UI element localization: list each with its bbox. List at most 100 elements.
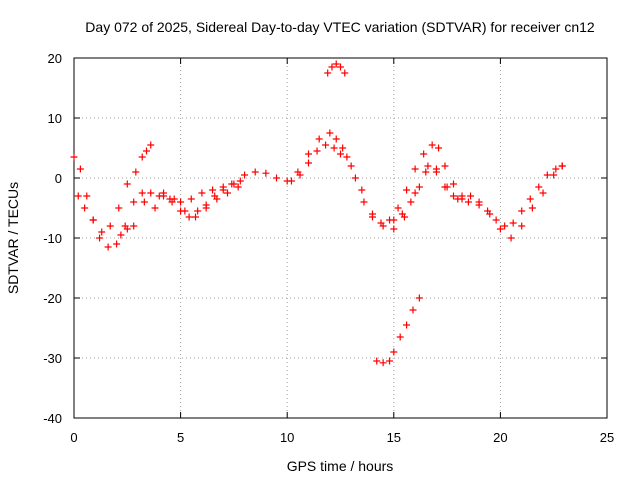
data-point	[528, 204, 536, 212]
data-point	[407, 198, 415, 206]
data-point	[496, 225, 504, 233]
data-point	[194, 207, 202, 215]
data-point	[305, 159, 313, 167]
data-point	[132, 168, 140, 176]
data-point	[262, 169, 270, 177]
y-tick-label: -10	[43, 231, 62, 246]
data-point	[104, 243, 112, 251]
data-point	[526, 195, 534, 203]
data-point	[74, 192, 82, 200]
data-point	[138, 153, 146, 161]
data-point	[558, 162, 566, 170]
data-point	[415, 183, 423, 191]
data-point	[241, 171, 249, 179]
series-track-3	[160, 177, 244, 221]
data-point	[428, 141, 436, 149]
series-track-1	[70, 129, 566, 251]
data-point	[492, 216, 500, 224]
data-point	[168, 198, 176, 206]
data-point	[411, 165, 419, 173]
data-point	[337, 63, 344, 71]
data-point	[83, 192, 91, 200]
data-point	[518, 207, 526, 215]
data-point	[409, 306, 417, 314]
x-axis-title: GPS time / hours	[287, 458, 394, 474]
series-track-7	[373, 294, 423, 367]
y-tick-label: -30	[43, 351, 62, 366]
data-point	[441, 162, 449, 170]
data-point	[147, 141, 155, 149]
data-point	[322, 141, 330, 149]
y-axis-title: SDTVAR / TECUs	[5, 182, 21, 294]
data-point	[518, 222, 526, 230]
data-point	[236, 177, 244, 185]
data-point	[192, 213, 200, 221]
axis-ticks: 0 5 10 15 20 25 -40 -30 -20 -10 0 10 20	[43, 51, 614, 445]
data-point	[185, 213, 193, 221]
data-point	[543, 171, 551, 179]
data-point	[341, 69, 349, 77]
data-point	[449, 192, 457, 200]
data-point	[396, 333, 404, 341]
data-point	[70, 153, 78, 161]
data-point	[187, 195, 195, 203]
x-tick-label: 20	[493, 430, 507, 445]
data-point	[287, 177, 295, 185]
series-track-5	[390, 162, 566, 230]
data-point	[96, 234, 104, 242]
data-point	[337, 150, 344, 158]
data-point	[313, 147, 321, 155]
data-point	[211, 192, 219, 200]
data-point	[435, 144, 443, 152]
data-point	[411, 189, 419, 197]
data-point	[315, 135, 323, 143]
series-track-6	[324, 60, 349, 77]
data-point	[373, 357, 381, 365]
data-point	[113, 240, 121, 248]
y-tick-label: 0	[55, 171, 62, 186]
data-point	[89, 216, 97, 224]
data-point	[209, 186, 217, 194]
series-track-4	[287, 141, 466, 227]
data-point	[539, 189, 547, 197]
data-point	[390, 216, 398, 224]
data-point	[123, 225, 131, 233]
data-point	[368, 213, 376, 221]
data-point	[420, 150, 428, 158]
data-point	[550, 171, 558, 179]
data-point	[273, 174, 281, 182]
series-track-9	[117, 222, 138, 239]
data-point	[138, 189, 146, 197]
data-point	[115, 204, 123, 212]
data-point	[151, 204, 159, 212]
data-point	[507, 234, 515, 242]
x-tick-label: 10	[280, 430, 294, 445]
x-tick-label: 25	[600, 430, 614, 445]
data-point	[234, 183, 242, 191]
y-tick-label: -20	[43, 291, 62, 306]
data-point	[386, 357, 394, 365]
data-point	[98, 228, 106, 236]
data-point	[458, 195, 466, 203]
data-point	[347, 162, 355, 170]
data-point	[339, 144, 347, 152]
data-point	[475, 198, 483, 206]
data-point	[123, 180, 131, 188]
data-point	[403, 186, 411, 194]
data-point	[224, 189, 232, 197]
y-tick-label: 10	[48, 111, 62, 126]
data-point	[390, 348, 398, 356]
data-point	[432, 168, 440, 176]
x-tick-label: 5	[177, 430, 184, 445]
data-point	[324, 69, 332, 77]
data-point	[552, 165, 560, 173]
data-point	[330, 144, 338, 152]
data-point	[332, 60, 340, 68]
data-point	[441, 183, 449, 191]
data-points	[70, 60, 566, 367]
data-point	[251, 168, 259, 176]
chart-title: Day 072 of 2025, Sidereal Day-to-day VTE…	[85, 19, 595, 35]
y-tick-label: 20	[48, 51, 62, 66]
